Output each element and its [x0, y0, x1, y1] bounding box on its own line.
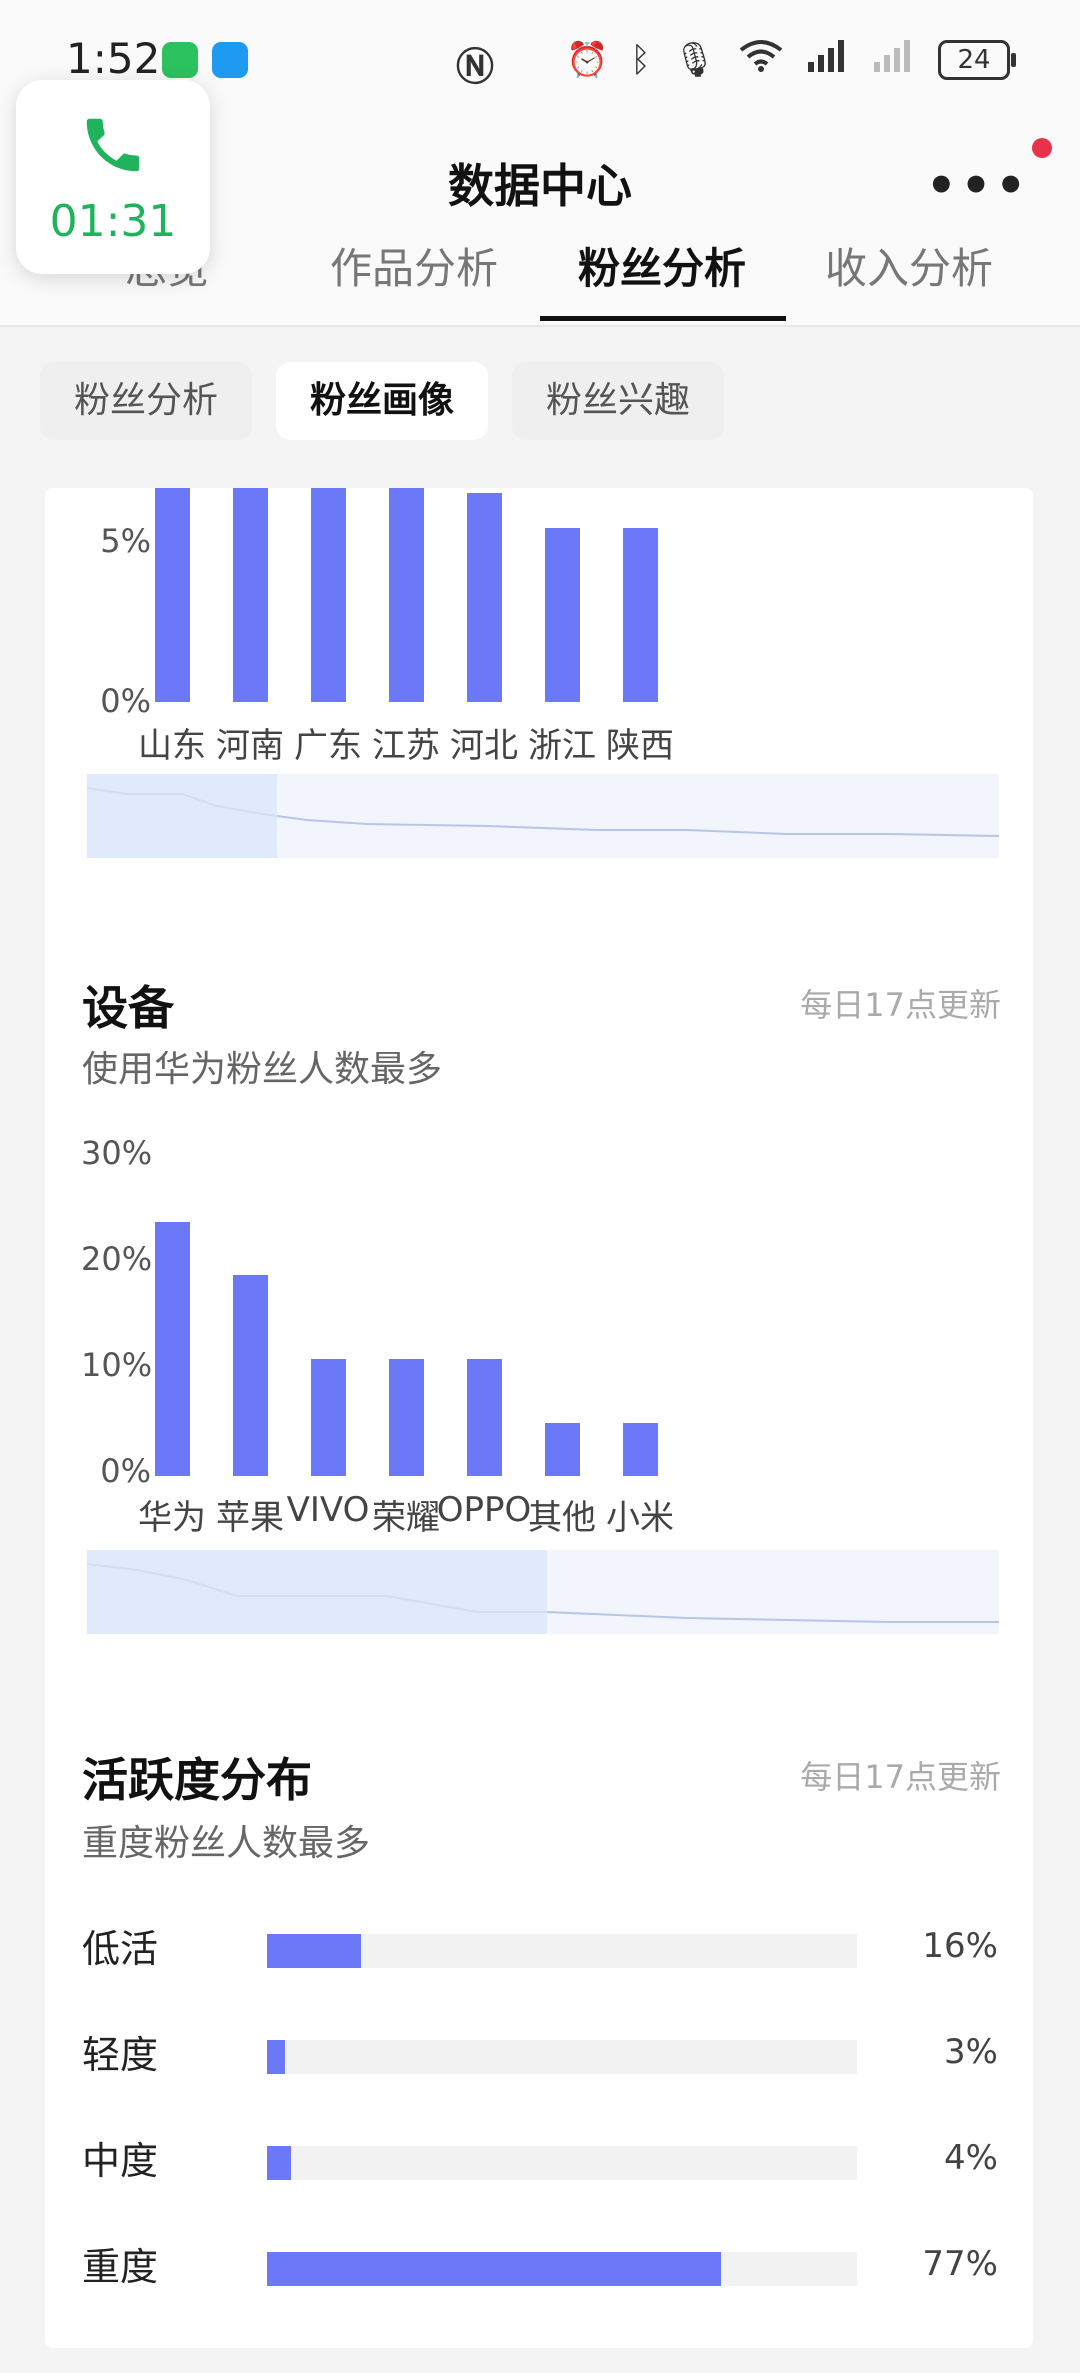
activity-value: 16% — [922, 1926, 998, 1966]
region-y-tick: 5% — [100, 522, 151, 560]
chart-category-label: 小米 — [606, 1498, 674, 1538]
activity-label: 轻度 — [82, 2033, 159, 2077]
device-title: 设备 — [82, 981, 174, 1035]
notification-dot — [1032, 138, 1052, 158]
tab-works-analysis[interactable]: 作品分析 — [330, 244, 499, 293]
call-duration: 01:31 — [49, 196, 177, 247]
more-icon[interactable]: ••• — [925, 158, 1030, 214]
activity-track — [267, 2040, 857, 2074]
sub-tabs: 粉丝分析 粉丝画像 粉丝兴趣 — [40, 362, 725, 440]
status-time: 1:52 — [66, 34, 161, 83]
chart-bar[interactable] — [155, 488, 190, 702]
chart-category-label: 浙江 — [528, 726, 596, 766]
device-y-tick: 10% — [81, 1346, 153, 1384]
chart-category-label: 苹果 — [216, 1498, 284, 1538]
chart-category-label: 江苏 — [372, 726, 440, 766]
activity-value: 77% — [922, 2244, 998, 2284]
signal-off-icon — [872, 38, 916, 81]
chart-category-label: 河北 — [450, 726, 518, 766]
device-subtitle: 使用华为粉丝人数最多 — [82, 1049, 443, 1090]
chart-bar[interactable] — [389, 1359, 424, 1476]
microphone-icon: 🎙 — [672, 39, 716, 80]
call-floating-window[interactable]: 01:31 — [16, 80, 210, 274]
activity-fill — [267, 1934, 362, 1968]
message-app-icon — [212, 42, 248, 78]
chart-bar[interactable] — [311, 488, 346, 702]
activity-fill — [267, 2040, 285, 2074]
region-slider-window[interactable] — [87, 774, 277, 858]
activity-label: 中度 — [82, 2139, 159, 2183]
device-y-tick: 30% — [81, 1134, 153, 1172]
chart-category-label: 华为 — [138, 1498, 206, 1538]
chart-category-label: OPPO — [436, 1490, 532, 1530]
content-card: 5% 0% 山东 河南 广东 江苏 河北 浙江 陕西 设备 每日17点更新 使用华为粉丝人数… — [45, 488, 1033, 2348]
phone-icon — [78, 110, 148, 184]
device-y-tick: 20% — [81, 1240, 153, 1278]
chart-bar[interactable] — [233, 488, 268, 702]
activity-track — [267, 2252, 857, 2286]
chart-bar[interactable] — [311, 1359, 346, 1476]
subtab-fans-analysis[interactable]: 粉丝分析 — [40, 362, 253, 440]
chart-category-label: 陕西 — [606, 726, 674, 766]
chart-category-label: 其他 — [528, 1498, 596, 1538]
tab-fans-analysis[interactable]: 粉丝分析 — [578, 244, 747, 293]
device-update-note: 每日17点更新 — [800, 986, 1001, 1024]
chart-bar[interactable] — [545, 1423, 580, 1476]
chart-bar[interactable] — [233, 1274, 268, 1476]
chart-bar[interactable] — [545, 528, 580, 702]
tab-income-analysis[interactable]: 收入分析 — [825, 244, 994, 293]
active-tab-indicator — [540, 316, 786, 321]
chart-category-label: 山东 — [138, 726, 206, 766]
chart-category-label: 广东 — [294, 726, 362, 766]
region-y-tick: 0% — [100, 682, 151, 720]
chart-bar[interactable] — [467, 1359, 502, 1476]
page-title: 数据中心 — [448, 159, 632, 213]
nfc-icon: Ⓝ — [456, 45, 495, 89]
subtab-fans-portrait[interactable]: 粉丝画像 — [276, 362, 489, 440]
subtab-fans-interests[interactable]: 粉丝兴趣 — [512, 362, 725, 440]
chart-category-label: VIVO — [286, 1490, 370, 1530]
chart-category-label: 河南 — [216, 726, 284, 766]
activity-label: 低活 — [82, 1927, 159, 1971]
activity-subtitle: 重度粉丝人数最多 — [82, 1823, 371, 1864]
wifi-icon — [738, 38, 784, 81]
alarm-icon: ⏰ — [566, 39, 609, 80]
chart-category-label: 荣耀 — [372, 1498, 440, 1538]
battery-icon: 24 — [938, 39, 1016, 80]
chart-bar[interactable] — [623, 528, 658, 702]
activity-fill — [267, 2146, 291, 2180]
bluetooth-icon: ᛒ — [630, 39, 651, 80]
device-y-tick: 0% — [100, 1452, 151, 1490]
chart-bar[interactable] — [467, 493, 502, 702]
chart-bar[interactable] — [155, 1221, 190, 1476]
activity-track — [267, 2146, 857, 2180]
activity-value: 4% — [944, 2138, 998, 2178]
signal-icon — [806, 38, 850, 81]
chart-bar[interactable] — [623, 1423, 658, 1476]
activity-fill — [267, 2252, 722, 2286]
activity-title: 活跃度分布 — [82, 1753, 312, 1807]
activity-label: 重度 — [82, 2245, 159, 2289]
activity-update-note: 每日17点更新 — [800, 1758, 1001, 1796]
wechat-icon — [162, 42, 198, 78]
device-slider-window[interactable] — [87, 1550, 547, 1634]
chart-bar[interactable] — [389, 488, 424, 702]
activity-value: 3% — [944, 2032, 998, 2072]
activity-track — [267, 1934, 857, 1968]
